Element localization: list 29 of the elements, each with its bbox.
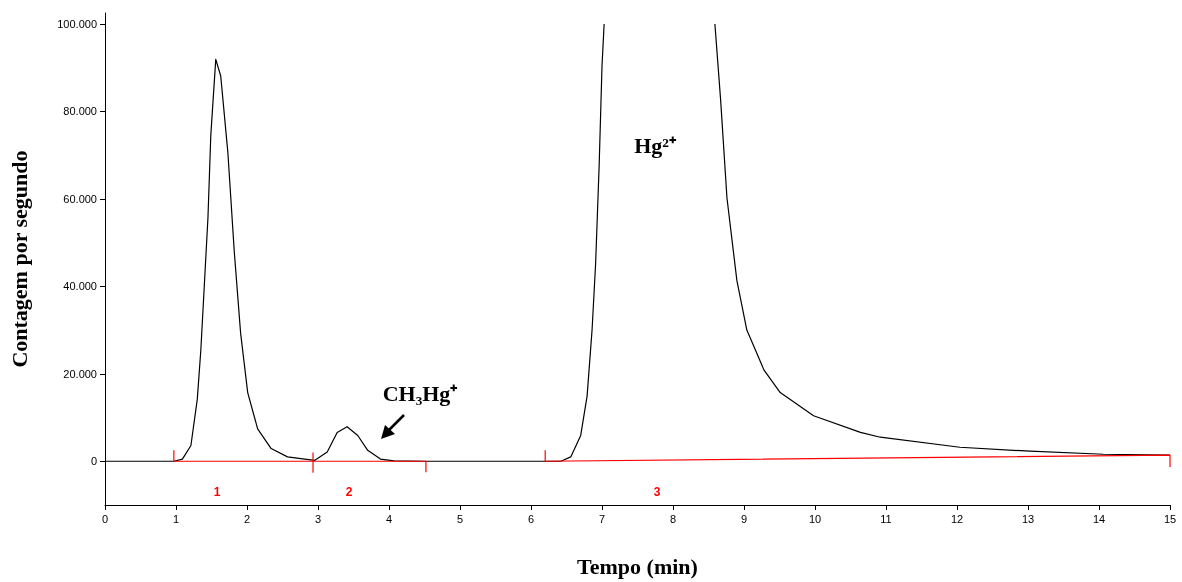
x-tick-label: 8: [669, 512, 677, 525]
x-tick-label: 2: [243, 512, 251, 525]
x-tick-label: 5: [456, 512, 464, 525]
annotation: 1: [213, 485, 221, 499]
annotation: CH₃Hg⁺: [382, 380, 459, 406]
y-tick-label: 80.000: [63, 105, 97, 118]
x-tick-label: 14: [1092, 512, 1106, 525]
y-tick-label: 100.000: [57, 17, 97, 30]
x-tick-label: 11: [880, 512, 892, 525]
x-tick-label: 7: [598, 512, 606, 525]
x-tick-label: 15: [1163, 512, 1177, 525]
x-tick-label: 0: [101, 512, 109, 525]
x-tick-label: 6: [527, 512, 535, 525]
annotation: 3: [653, 485, 661, 499]
x-tick-label: 10: [808, 512, 822, 525]
x-tick-label: 13: [1021, 512, 1035, 525]
x-axis-title: Tempo (min): [577, 553, 698, 579]
x-tick-label: 1: [172, 512, 180, 525]
y-tick-label: 20.000: [63, 367, 97, 380]
x-tick-label: 4: [385, 512, 393, 525]
annotation: Hg²⁺: [634, 132, 677, 158]
y-tick-label: 0: [90, 455, 97, 468]
x-tick-label: 9: [740, 512, 748, 525]
y-tick-label: 60.000: [63, 192, 97, 205]
x-tick-label: 12: [950, 512, 964, 525]
y-tick-label: 40.000: [63, 280, 97, 293]
annotation: 2: [345, 485, 353, 499]
y-axis-title: Contagem por segundo: [6, 150, 32, 368]
x-tick-label: 3: [314, 512, 322, 525]
